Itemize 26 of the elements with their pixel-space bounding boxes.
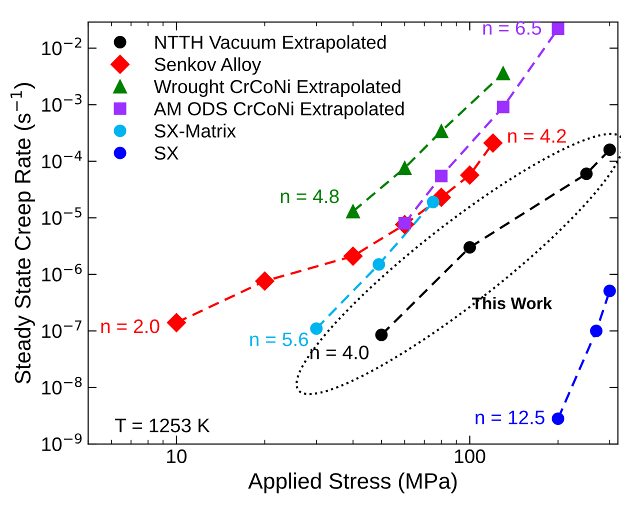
y-axis-title: Steady State Creep Rate (s$^{−1}$) bbox=[10, 83, 35, 384]
annotation: n = 4.8 bbox=[280, 189, 339, 204]
annotation: n = 2.0 bbox=[101, 319, 160, 334]
legend-label: SX bbox=[154, 146, 178, 160]
x-tick-label: 10 bbox=[167, 449, 187, 464]
x-axis-title: Applied Stress (MPa) bbox=[248, 472, 457, 494]
y-tick-label: 10$^{−6}$ bbox=[42, 264, 82, 282]
y-tick-label: 10$^{−2}$ bbox=[42, 38, 82, 56]
legend-label: AM ODS CrCoNi Extrapolated bbox=[154, 102, 404, 120]
y-tick-label: 10$^{−5}$ bbox=[42, 207, 82, 225]
annotation: T = 1253 K bbox=[115, 418, 210, 432]
legend-label: SX-Matrix bbox=[154, 124, 236, 138]
annotation: This Work bbox=[472, 296, 552, 310]
y-tick-label: 10$^{−7}$ bbox=[42, 320, 82, 338]
y-tick-label: 10$^{−4}$ bbox=[42, 150, 82, 168]
y-tick-label: 10$^{−8}$ bbox=[42, 376, 82, 395]
legend-label: Wrought CrCoNi Extrapolated bbox=[154, 79, 400, 97]
legend-label: Senkov Alloy bbox=[154, 57, 262, 75]
annotation: n = 4.2 bbox=[508, 129, 566, 143]
y-tick-label: 10$^{−9}$ bbox=[42, 433, 82, 452]
annotation: n = 6.5 bbox=[483, 21, 542, 35]
x-tick-label: 100 bbox=[455, 449, 486, 464]
annotation: n = 5.6 bbox=[250, 332, 308, 346]
legend-label: NTTH Vacuum Extrapolated bbox=[155, 35, 386, 53]
annotation: n = 12.5 bbox=[476, 410, 544, 424]
y-tick-label: 10$^{−3}$ bbox=[42, 94, 82, 112]
